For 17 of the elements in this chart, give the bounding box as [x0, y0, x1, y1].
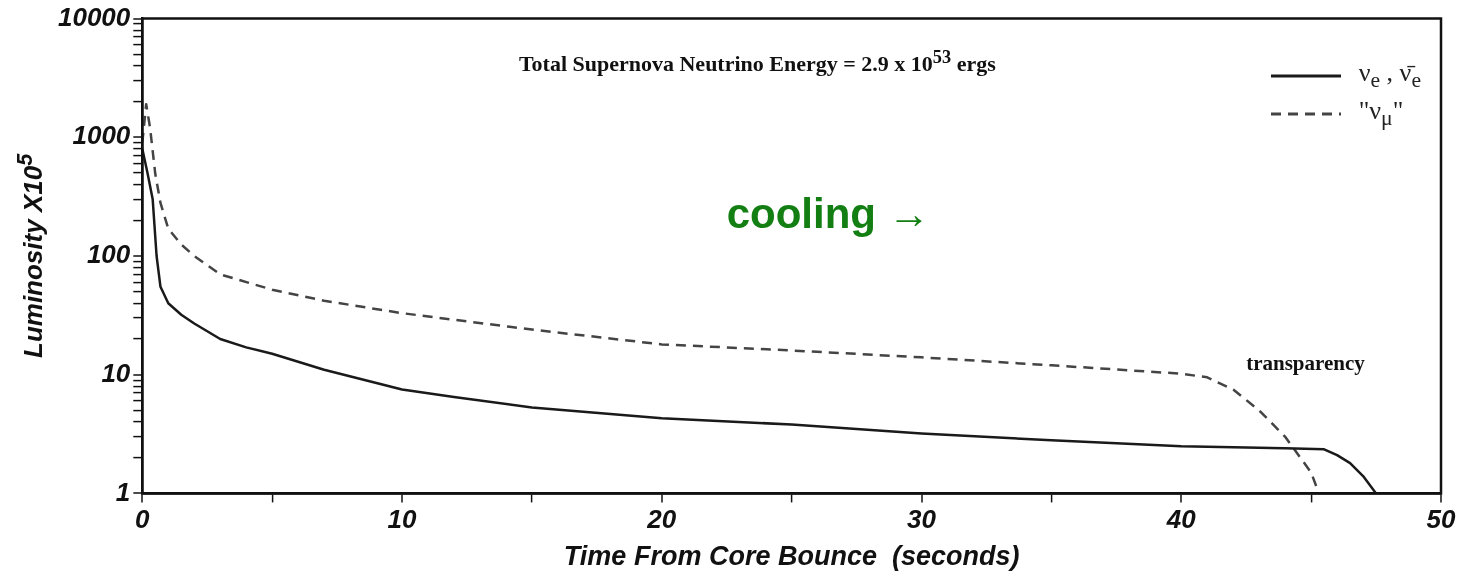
y-tick-label: 10000 [57, 1, 131, 32]
x-axis-title: Time From Core Bounce (seconds) [563, 541, 1020, 572]
legend-label: ν$_{e}$ , ν̄$_{e}$ [1358, 58, 1421, 94]
x-tick-label: 10 [387, 504, 418, 535]
y-tick-label: 10 [101, 357, 131, 388]
x-tick-label: 20 [646, 504, 677, 535]
x-tick-label: 30 [907, 504, 937, 535]
x-tick-label: 0 [135, 504, 151, 535]
annotation: transparency [1246, 350, 1365, 376]
y-tick-label: 100 [86, 239, 131, 270]
y-tick-label: 1000 [72, 120, 131, 151]
x-tick-label: 40 [1165, 504, 1197, 535]
legend-label: "ν$_{μ}$" [1358, 96, 1404, 132]
y-tick-label: 1 [115, 476, 131, 507]
annotation: cooling → [726, 189, 930, 238]
annotation: Total Supernova Neutrino Energy = 2.9 x 10$^{53}$ ergs [518, 47, 996, 78]
x-tick-label: 50 [1426, 504, 1456, 535]
